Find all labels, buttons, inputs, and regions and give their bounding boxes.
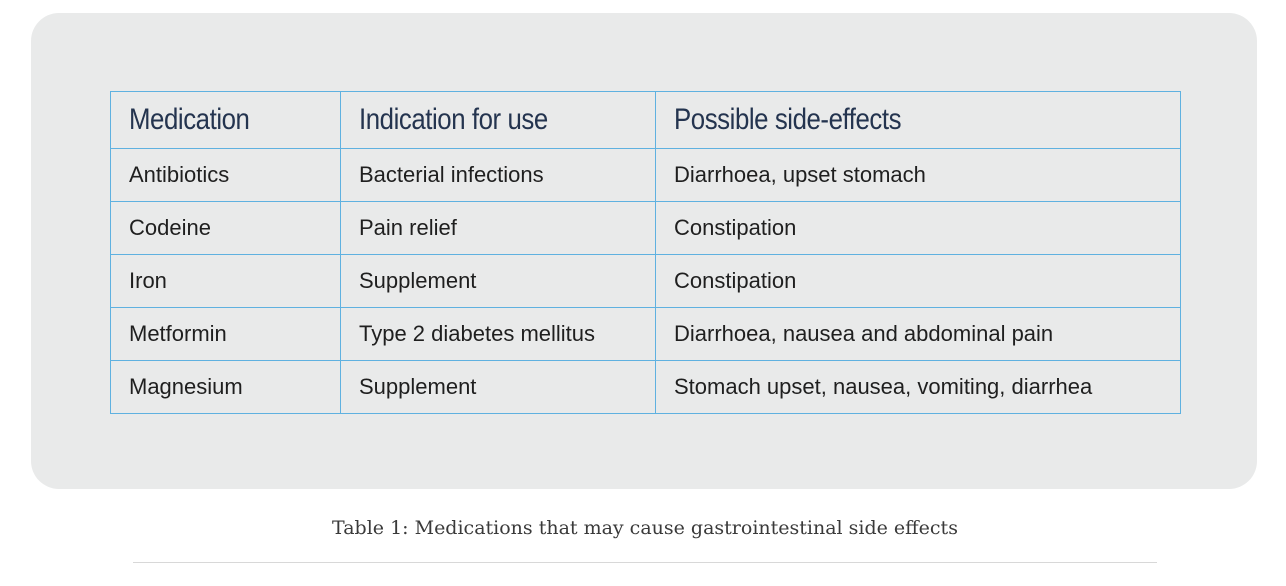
table-card: Medication Indication for use Possible s… xyxy=(31,13,1257,489)
cell-indication: Type 2 diabetes mellitus xyxy=(340,307,656,361)
cell-medication: Iron xyxy=(110,254,341,308)
header-medication: Medication xyxy=(110,91,341,149)
table-header-row: Medication Indication for use Possible s… xyxy=(110,91,1181,149)
cell-side-effects: Stomach upset, nausea, vomiting, diarrhe… xyxy=(655,360,1181,414)
cell-medication: Magnesium xyxy=(110,360,341,414)
table-row: Metformin Type 2 diabetes mellitus Diarr… xyxy=(110,307,1181,361)
cell-side-effects: Constipation xyxy=(655,254,1181,308)
header-side-effects: Possible side-effects xyxy=(655,91,1181,149)
table-caption: Table 1: Medications that may cause gast… xyxy=(332,517,958,539)
cell-side-effects: Diarrhoea, upset stomach xyxy=(655,148,1181,202)
cell-indication: Supplement xyxy=(340,360,656,414)
cell-medication: Metformin xyxy=(110,307,341,361)
table-row: Codeine Pain relief Constipation xyxy=(110,201,1181,255)
medications-table: Medication Indication for use Possible s… xyxy=(110,91,1181,414)
cell-medication: Codeine xyxy=(110,201,341,255)
cell-side-effects: Diarrhoea, nausea and abdominal pain xyxy=(655,307,1181,361)
header-indication: Indication for use xyxy=(340,91,656,149)
table-row: Antibiotics Bacterial infections Diarrho… xyxy=(110,148,1181,202)
cell-indication: Supplement xyxy=(340,254,656,308)
cell-indication: Bacterial infections xyxy=(340,148,656,202)
table-row: Magnesium Supplement Stomach upset, naus… xyxy=(110,360,1181,414)
table-row: Iron Supplement Constipation xyxy=(110,254,1181,308)
cell-side-effects: Constipation xyxy=(655,201,1181,255)
cell-indication: Pain relief xyxy=(340,201,656,255)
cell-medication: Antibiotics xyxy=(110,148,341,202)
divider xyxy=(133,562,1157,563)
